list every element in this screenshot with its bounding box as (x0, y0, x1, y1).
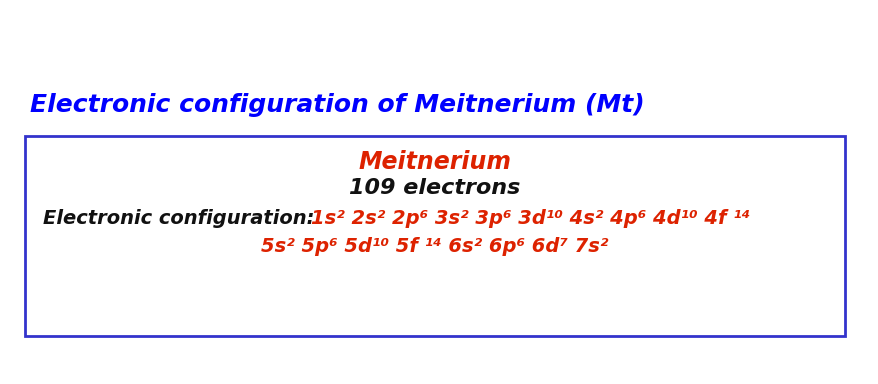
Text: Meitnerium: Meitnerium (358, 150, 511, 174)
Text: 109 electrons: 109 electrons (349, 178, 520, 198)
Text: 1s² 2s² 2p⁶ 3s² 3p⁶ 3d¹⁰ 4s² 4p⁶ 4d¹⁰ 4f ¹⁴: 1s² 2s² 2p⁶ 3s² 3p⁶ 3d¹⁰ 4s² 4p⁶ 4d¹⁰ 4f… (311, 209, 750, 227)
Text: 5s² 5p⁶ 5d¹⁰ 5f ¹⁴ 6s² 6p⁶ 6d⁷ 7s²: 5s² 5p⁶ 5d¹⁰ 5f ¹⁴ 6s² 6p⁶ 6d⁷ 7s² (261, 237, 608, 255)
Text: Electronic configuration:: Electronic configuration: (43, 209, 320, 227)
Text: Electronic configuration of Meitnerium (Mt): Electronic configuration of Meitnerium (… (30, 93, 644, 117)
Bar (25, 136, 844, 336)
